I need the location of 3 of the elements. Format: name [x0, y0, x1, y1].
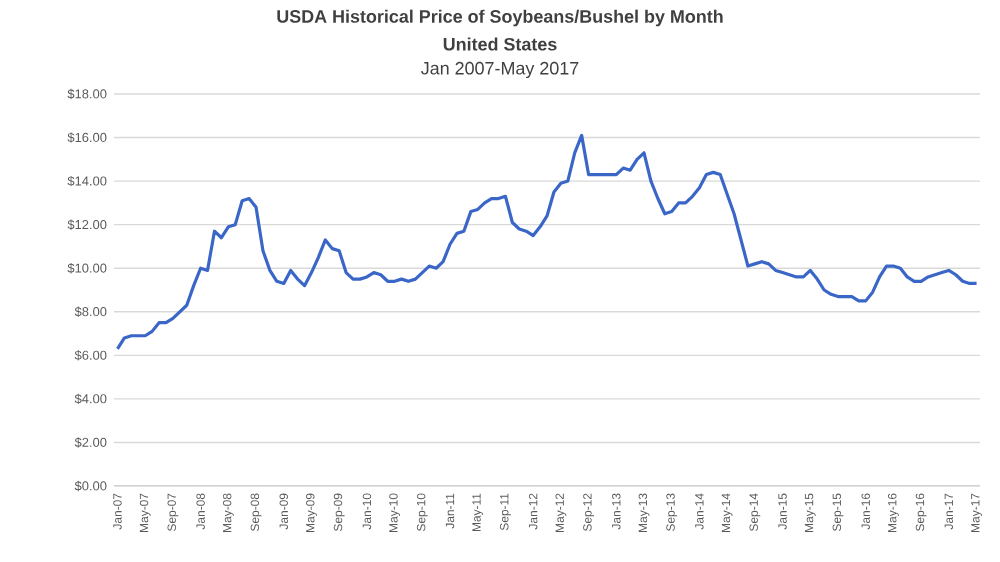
chart-subtitle: United States	[443, 37, 557, 51]
chart-title: USDA Historical Price of Soybeans/Bushel by Month	[277, 9, 723, 27]
text: Jan 2007-May 2017	[421, 61, 579, 79]
